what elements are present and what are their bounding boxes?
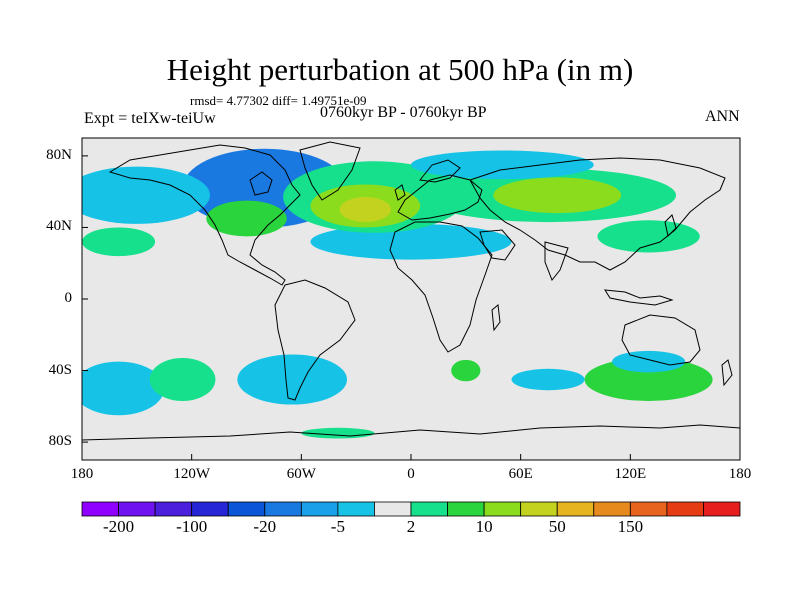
colorbar-label: -100 — [176, 517, 208, 536]
anomaly-region-neg-2 — [82, 166, 210, 224]
y-tick-label: 40N — [46, 218, 72, 235]
colorbar-label: 2 — [406, 517, 416, 536]
anomaly-region-pos_high-6 — [339, 197, 391, 223]
colorbar-box — [118, 501, 156, 517]
colorbar-box — [447, 501, 485, 517]
colorbar-box — [556, 501, 595, 517]
anomaly-region-pos_mid-9 — [493, 177, 622, 214]
colorbar-box — [227, 501, 266, 517]
coastline-japan — [664, 214, 677, 238]
colorbar-box — [337, 501, 375, 517]
coastline-australia — [621, 314, 701, 366]
x-tick-label: 0 — [407, 466, 415, 482]
colorbar-box — [520, 501, 558, 517]
anomaly-region-pos-7 — [206, 200, 287, 237]
coastline-arabia — [479, 229, 516, 261]
colorbar-box — [154, 501, 193, 517]
coastline-scandinavia — [419, 159, 461, 183]
y-tick-label: 0 — [64, 290, 73, 306]
coastline-hudson-bay — [249, 171, 273, 196]
colorbar-box — [593, 501, 631, 517]
coastline-india — [544, 241, 569, 281]
anomaly-region-neg-15 — [237, 354, 348, 405]
colorbar-label: 10 — [475, 517, 493, 536]
x-tick-label: 180 — [728, 466, 752, 482]
colorbar-box — [81, 501, 119, 517]
period-label: 0760kyr BP - 0760kyr BP — [320, 104, 487, 121]
anomaly-region-neg-3 — [310, 223, 512, 260]
coastline-new-zealand — [721, 359, 733, 387]
experiment-label: Expt = teIXw-teiUw — [84, 110, 216, 127]
anomaly-contours — [82, 148, 713, 439]
coastline-europe — [397, 174, 483, 221]
colorbar-box — [374, 501, 412, 517]
coastline-north-america — [108, 144, 301, 286]
y-tick-label: 40S — [48, 361, 72, 378]
anomaly-region-neg-17 — [511, 368, 585, 391]
x-tick-label: 120E — [614, 466, 647, 482]
coastline-madagascar — [491, 304, 501, 332]
coastline-asia — [469, 157, 726, 271]
plot-title: Height perturbation at 500 hPa (in m) — [166, 52, 634, 87]
coastline-south-america — [274, 279, 356, 401]
colorbar-label: -5 — [330, 517, 345, 536]
colorbar-label: -200 — [102, 517, 135, 536]
colorbar-box — [410, 501, 448, 517]
stats-line: rmsd= 4.77302 diff= 1.49751e-09 — [190, 93, 367, 108]
x-tick-label: 60W — [286, 466, 316, 482]
axis-ticks — [81, 155, 741, 460]
anomaly-region-pos-11 — [597, 220, 700, 253]
coastline-british-isles — [394, 184, 406, 201]
colorbar-box — [300, 501, 339, 517]
season-label: ANN — [705, 108, 740, 125]
anomaly-region-pos-14 — [149, 358, 216, 401]
colorbar-box — [666, 501, 704, 517]
coastline-indonesia — [604, 289, 674, 306]
colorbar — [81, 501, 741, 517]
x-tick-label: 60E — [508, 466, 533, 482]
x-tick-label: 180 — [70, 466, 94, 482]
colorbar-box — [191, 501, 229, 517]
colorbar-label: 50 — [548, 517, 566, 536]
coastline-antarctica — [82, 424, 740, 441]
coastline-greenland — [299, 141, 361, 201]
anomaly-region-pos-18 — [584, 358, 713, 401]
colorbar-label: 150 — [617, 517, 644, 536]
colorbar-box — [629, 501, 668, 517]
colorbar-box — [483, 501, 522, 517]
anomaly-region-pos-16 — [451, 359, 481, 382]
coastline-africa — [389, 221, 493, 353]
y-tick-label: 80S — [48, 433, 72, 450]
anomaly-region-neg-13 — [82, 361, 165, 416]
x-tick-label: 120W — [173, 466, 210, 482]
coastlines — [82, 141, 740, 441]
colorbar-box — [264, 501, 302, 517]
anomaly-region-neg-10 — [411, 150, 594, 180]
y-tick-label: 80N — [46, 146, 72, 163]
anomaly-region-neg-19 — [612, 350, 686, 373]
colorbar-label: -20 — [253, 517, 277, 536]
anomaly-region-pos-12 — [82, 227, 156, 257]
colorbar-box — [703, 501, 741, 517]
